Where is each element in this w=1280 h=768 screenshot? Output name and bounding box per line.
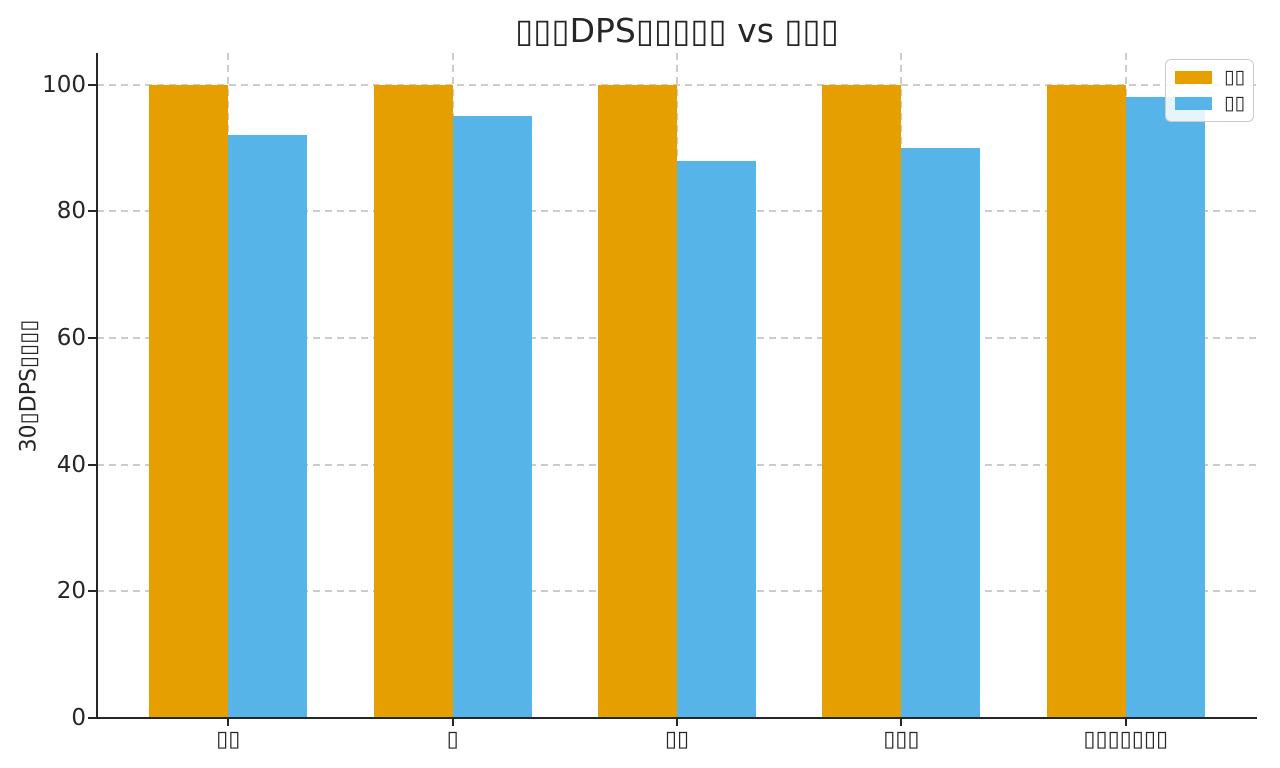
bar-s1-c2 — [677, 160, 756, 718]
x-axis-spine — [96, 717, 1257, 719]
y-tick-label: 20 — [56, 578, 86, 605]
bar-s0-c3 — [822, 84, 902, 718]
y-tick-label: 100 — [42, 71, 86, 98]
gridline-vertical — [451, 53, 454, 718]
bar-s1-c3 — [901, 148, 981, 718]
y-tick-mark — [88, 717, 96, 719]
y-tick-label: 40 — [56, 451, 86, 478]
legend-row-1: ▯▯ — [1175, 92, 1245, 114]
gridline-vertical — [676, 53, 678, 718]
chart-title: ▯▯▯DPS▯▯▯▯▯ vs ▯▯▯ — [515, 11, 839, 50]
y-tick-mark — [88, 590, 96, 593]
y-tick-label: 80 — [56, 198, 86, 225]
gridline-vertical — [1124, 53, 1127, 718]
gridline-horizontal — [97, 210, 1257, 213]
y-tick-label: 0 — [71, 705, 86, 731]
gridline-vertical — [227, 53, 230, 718]
x-tick-mark — [227, 719, 230, 726]
bar-s1-c1 — [452, 116, 532, 718]
bar-s1-c0 — [228, 135, 308, 718]
gridline-horizontal — [97, 337, 1257, 339]
legend-label-1: ▯▯ — [1224, 92, 1245, 114]
legend-row-0: ▯▯ — [1175, 66, 1245, 88]
y-axis-label: 30▯DPS▯▯▯▯ — [16, 319, 42, 453]
legend-swatch-1 — [1175, 97, 1212, 110]
x-tick-mark — [451, 719, 454, 726]
x-tick-mark — [900, 719, 903, 726]
y-tick-mark — [88, 337, 96, 339]
bar-s0-c1 — [373, 84, 453, 718]
bar-s0-c0 — [149, 84, 229, 718]
bar-s1-c4 — [1125, 97, 1205, 718]
x-tick-mark — [676, 719, 678, 726]
y-tick-mark — [88, 463, 96, 466]
gridline-horizontal — [97, 83, 1257, 86]
legend-swatch-0 — [1175, 71, 1212, 84]
y-axis-spine — [96, 53, 98, 719]
x-tick-label: ▯▯▯▯▯▯▯ — [1083, 727, 1169, 752]
y-tick-mark — [88, 83, 96, 86]
x-tick-label: ▯▯ — [664, 727, 690, 752]
bar-s0-c2 — [598, 84, 677, 718]
gridline-horizontal — [97, 590, 1257, 593]
gridline-horizontal — [97, 463, 1257, 466]
x-tick-label: ▯▯▯ — [883, 727, 920, 752]
x-tick-mark — [1124, 719, 1127, 726]
bar-s0-c4 — [1046, 84, 1126, 718]
legend: ▯▯ ▯▯ — [1165, 59, 1254, 122]
y-tick-mark — [88, 210, 96, 213]
x-tick-label: ▯ — [446, 727, 459, 752]
gridline-vertical — [900, 53, 903, 718]
legend-label-0: ▯▯ — [1224, 66, 1245, 88]
x-tick-label: ▯▯ — [216, 727, 241, 752]
